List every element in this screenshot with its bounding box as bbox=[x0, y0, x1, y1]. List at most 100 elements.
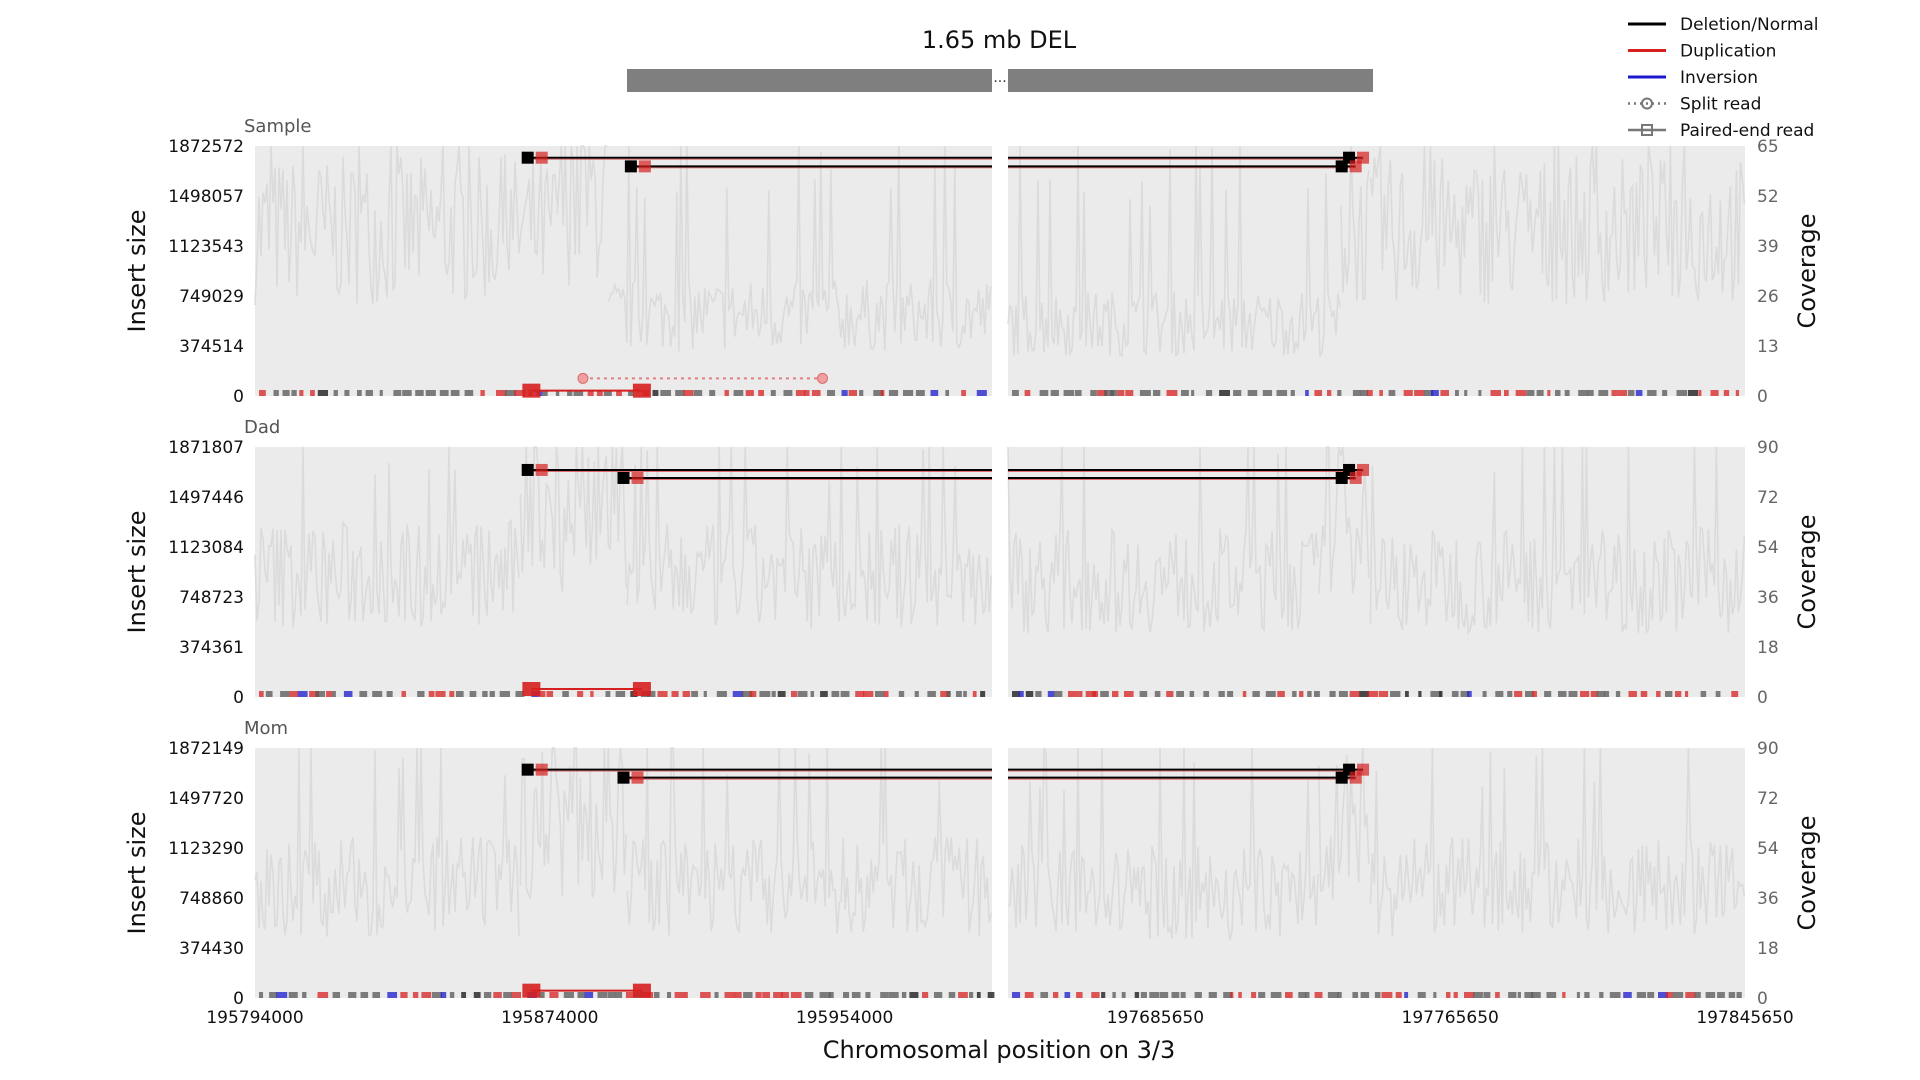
baseline-read bbox=[1615, 691, 1621, 697]
baseline-read bbox=[1125, 390, 1134, 396]
baseline-read bbox=[1604, 691, 1610, 697]
baseline-read bbox=[1640, 691, 1648, 697]
baseline-read bbox=[1247, 390, 1258, 396]
x-tick-label: 195874000 bbox=[501, 1008, 598, 1028]
baseline-read bbox=[875, 691, 885, 697]
baseline-read bbox=[297, 691, 308, 697]
baseline-read bbox=[1104, 390, 1115, 396]
baseline-read bbox=[1731, 691, 1739, 697]
panel-background-right bbox=[1008, 447, 1745, 697]
baseline-read bbox=[1024, 390, 1031, 396]
baseline-read bbox=[683, 390, 694, 396]
x-axis: 195794000 195874000 195954000 197685650 1977… bbox=[206, 1008, 1793, 1028]
baseline-read bbox=[1012, 691, 1020, 697]
baseline-read bbox=[1166, 691, 1174, 697]
baseline-read bbox=[1305, 992, 1310, 998]
duplication-read-marker bbox=[632, 383, 651, 398]
baseline-read bbox=[771, 691, 776, 697]
baseline-read bbox=[1078, 691, 1083, 697]
baseline-read bbox=[1514, 691, 1523, 697]
y2-axis-label: Coverage bbox=[1793, 214, 1821, 329]
baseline-read bbox=[1092, 691, 1099, 697]
baseline-read bbox=[1154, 691, 1161, 697]
coverage-trace bbox=[1007, 446, 1319, 633]
y2-tick-label: 72 bbox=[1757, 789, 1779, 809]
baseline-read bbox=[841, 390, 848, 396]
baseline-read bbox=[1139, 390, 1151, 396]
baseline-read bbox=[538, 691, 546, 697]
baseline-read bbox=[797, 691, 808, 697]
baseline-read bbox=[963, 691, 967, 697]
baseline-read bbox=[505, 390, 516, 396]
baseline-read bbox=[379, 390, 383, 396]
baseline-read bbox=[1124, 691, 1134, 697]
variant-bar-left bbox=[627, 69, 992, 92]
duplication-read-marker bbox=[632, 983, 651, 998]
baseline-read bbox=[607, 992, 616, 998]
baseline-read bbox=[1101, 992, 1106, 998]
baseline-read bbox=[542, 390, 548, 396]
baseline-read bbox=[625, 992, 634, 998]
y2-tick-label: 90 bbox=[1757, 739, 1779, 759]
baseline-read bbox=[309, 691, 320, 697]
baseline-read bbox=[1352, 992, 1359, 998]
baseline-read bbox=[1580, 691, 1590, 697]
baseline-read bbox=[1418, 691, 1422, 697]
baseline-read bbox=[1327, 992, 1339, 998]
baseline-read bbox=[946, 691, 951, 697]
baseline-read bbox=[1292, 691, 1297, 697]
baseline-read bbox=[880, 992, 889, 998]
baseline-read bbox=[1374, 992, 1381, 998]
baseline-read bbox=[1064, 992, 1071, 998]
baseline-read bbox=[1694, 992, 1701, 998]
baseline-read bbox=[820, 691, 828, 697]
baseline-read bbox=[1504, 390, 1509, 396]
y-tick-label: 0 bbox=[233, 688, 244, 708]
split-read-marker bbox=[577, 372, 589, 384]
baseline-read bbox=[741, 691, 753, 697]
baseline-read bbox=[1159, 992, 1169, 998]
baseline-read bbox=[280, 691, 290, 697]
coverage-trace bbox=[254, 446, 520, 628]
baseline-read bbox=[539, 992, 545, 998]
baseline-read bbox=[1736, 992, 1742, 998]
baseline-read bbox=[657, 691, 668, 697]
baseline-read bbox=[1238, 992, 1242, 998]
y2-axis-label: Coverage bbox=[1793, 515, 1821, 630]
baseline-read bbox=[660, 390, 672, 396]
baseline-read bbox=[332, 691, 336, 697]
baseline-read bbox=[555, 390, 560, 396]
baseline-read bbox=[1700, 691, 1707, 697]
baseline-read bbox=[449, 691, 455, 697]
baseline-read bbox=[1404, 992, 1409, 998]
baseline-read bbox=[1568, 691, 1578, 697]
baseline-read bbox=[310, 390, 315, 396]
baseline-read bbox=[1012, 992, 1021, 998]
baseline-read bbox=[317, 992, 329, 998]
baseline-read bbox=[276, 992, 288, 998]
baseline-read bbox=[714, 992, 719, 998]
baseline-read bbox=[1562, 992, 1566, 998]
baseline-read bbox=[1360, 992, 1370, 998]
baseline-read bbox=[473, 992, 481, 998]
baseline-read bbox=[1546, 992, 1557, 998]
baseline-read bbox=[1482, 691, 1487, 697]
baseline-read bbox=[484, 992, 492, 998]
baseline-read bbox=[843, 992, 850, 998]
variant-bar-right bbox=[1008, 69, 1373, 92]
coverage-trace bbox=[254, 747, 520, 937]
baseline-read bbox=[1359, 390, 1368, 396]
baseline-read bbox=[930, 390, 939, 396]
coverage-trace bbox=[1340, 145, 1370, 301]
baseline-read bbox=[1431, 390, 1439, 396]
baseline-read bbox=[901, 992, 907, 998]
baseline-read bbox=[1367, 390, 1373, 396]
baseline-read bbox=[1675, 691, 1682, 697]
baseline-read bbox=[1233, 390, 1242, 396]
coverage-trace bbox=[556, 145, 608, 286]
baseline-read bbox=[401, 691, 406, 697]
baseline-read bbox=[1230, 992, 1234, 998]
variant-bar-gap: ... bbox=[993, 70, 1006, 86]
baseline-read bbox=[1536, 390, 1544, 396]
baseline-read bbox=[1417, 992, 1426, 998]
